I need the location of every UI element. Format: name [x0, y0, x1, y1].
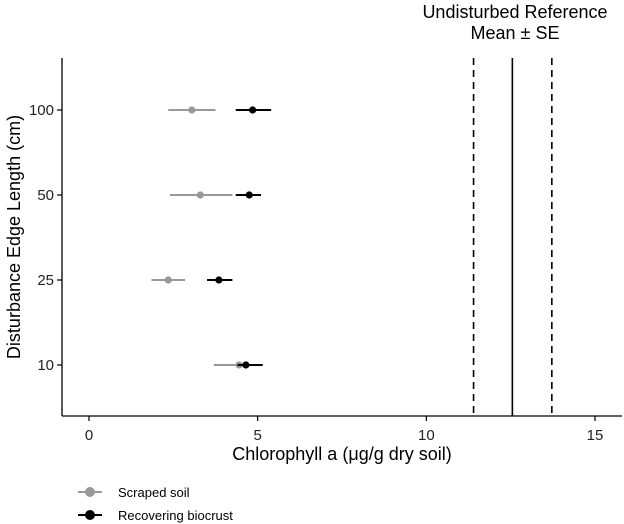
legend-label: Recovering biocrust	[118, 508, 233, 523]
legend-marker	[85, 487, 95, 497]
point-scraped-soil	[196, 191, 204, 199]
x-axis-ticks: 0 5 10 15	[85, 416, 604, 444]
y-axis-ticks: 10 25 50 100	[29, 102, 62, 374]
point-recovering-biocrust	[242, 361, 250, 369]
data-marks	[151, 106, 272, 369]
reference-label-line2: Mean ± SE	[471, 23, 560, 43]
legend-label: Scraped soil	[118, 485, 190, 500]
point-scraped-soil	[164, 276, 172, 284]
y-tick-label: 100	[29, 102, 54, 119]
reference-label-line1: Undisturbed Reference	[422, 2, 607, 22]
point-scraped-soil	[188, 106, 196, 114]
reference-lines	[472, 58, 553, 416]
y-tick-label: 50	[37, 187, 54, 204]
legend-marker	[85, 510, 95, 520]
x-tick-label: 0	[85, 427, 93, 444]
x-tick-label: 10	[418, 427, 435, 444]
legend: Scraped soil Recovering biocrust	[78, 485, 233, 523]
x-axis-title: Chlorophyll a (μg/g dry soil)	[232, 444, 451, 464]
y-axis-title: Disturbance Edge Length (cm)	[4, 115, 24, 359]
point-recovering-biocrust	[215, 276, 223, 284]
x-tick-label: 15	[587, 427, 604, 444]
point-recovering-biocrust	[249, 106, 257, 114]
point-recovering-biocrust	[245, 191, 253, 199]
y-tick-label: 25	[37, 272, 54, 289]
y-tick-label: 10	[37, 357, 54, 374]
x-tick-label: 5	[253, 427, 261, 444]
